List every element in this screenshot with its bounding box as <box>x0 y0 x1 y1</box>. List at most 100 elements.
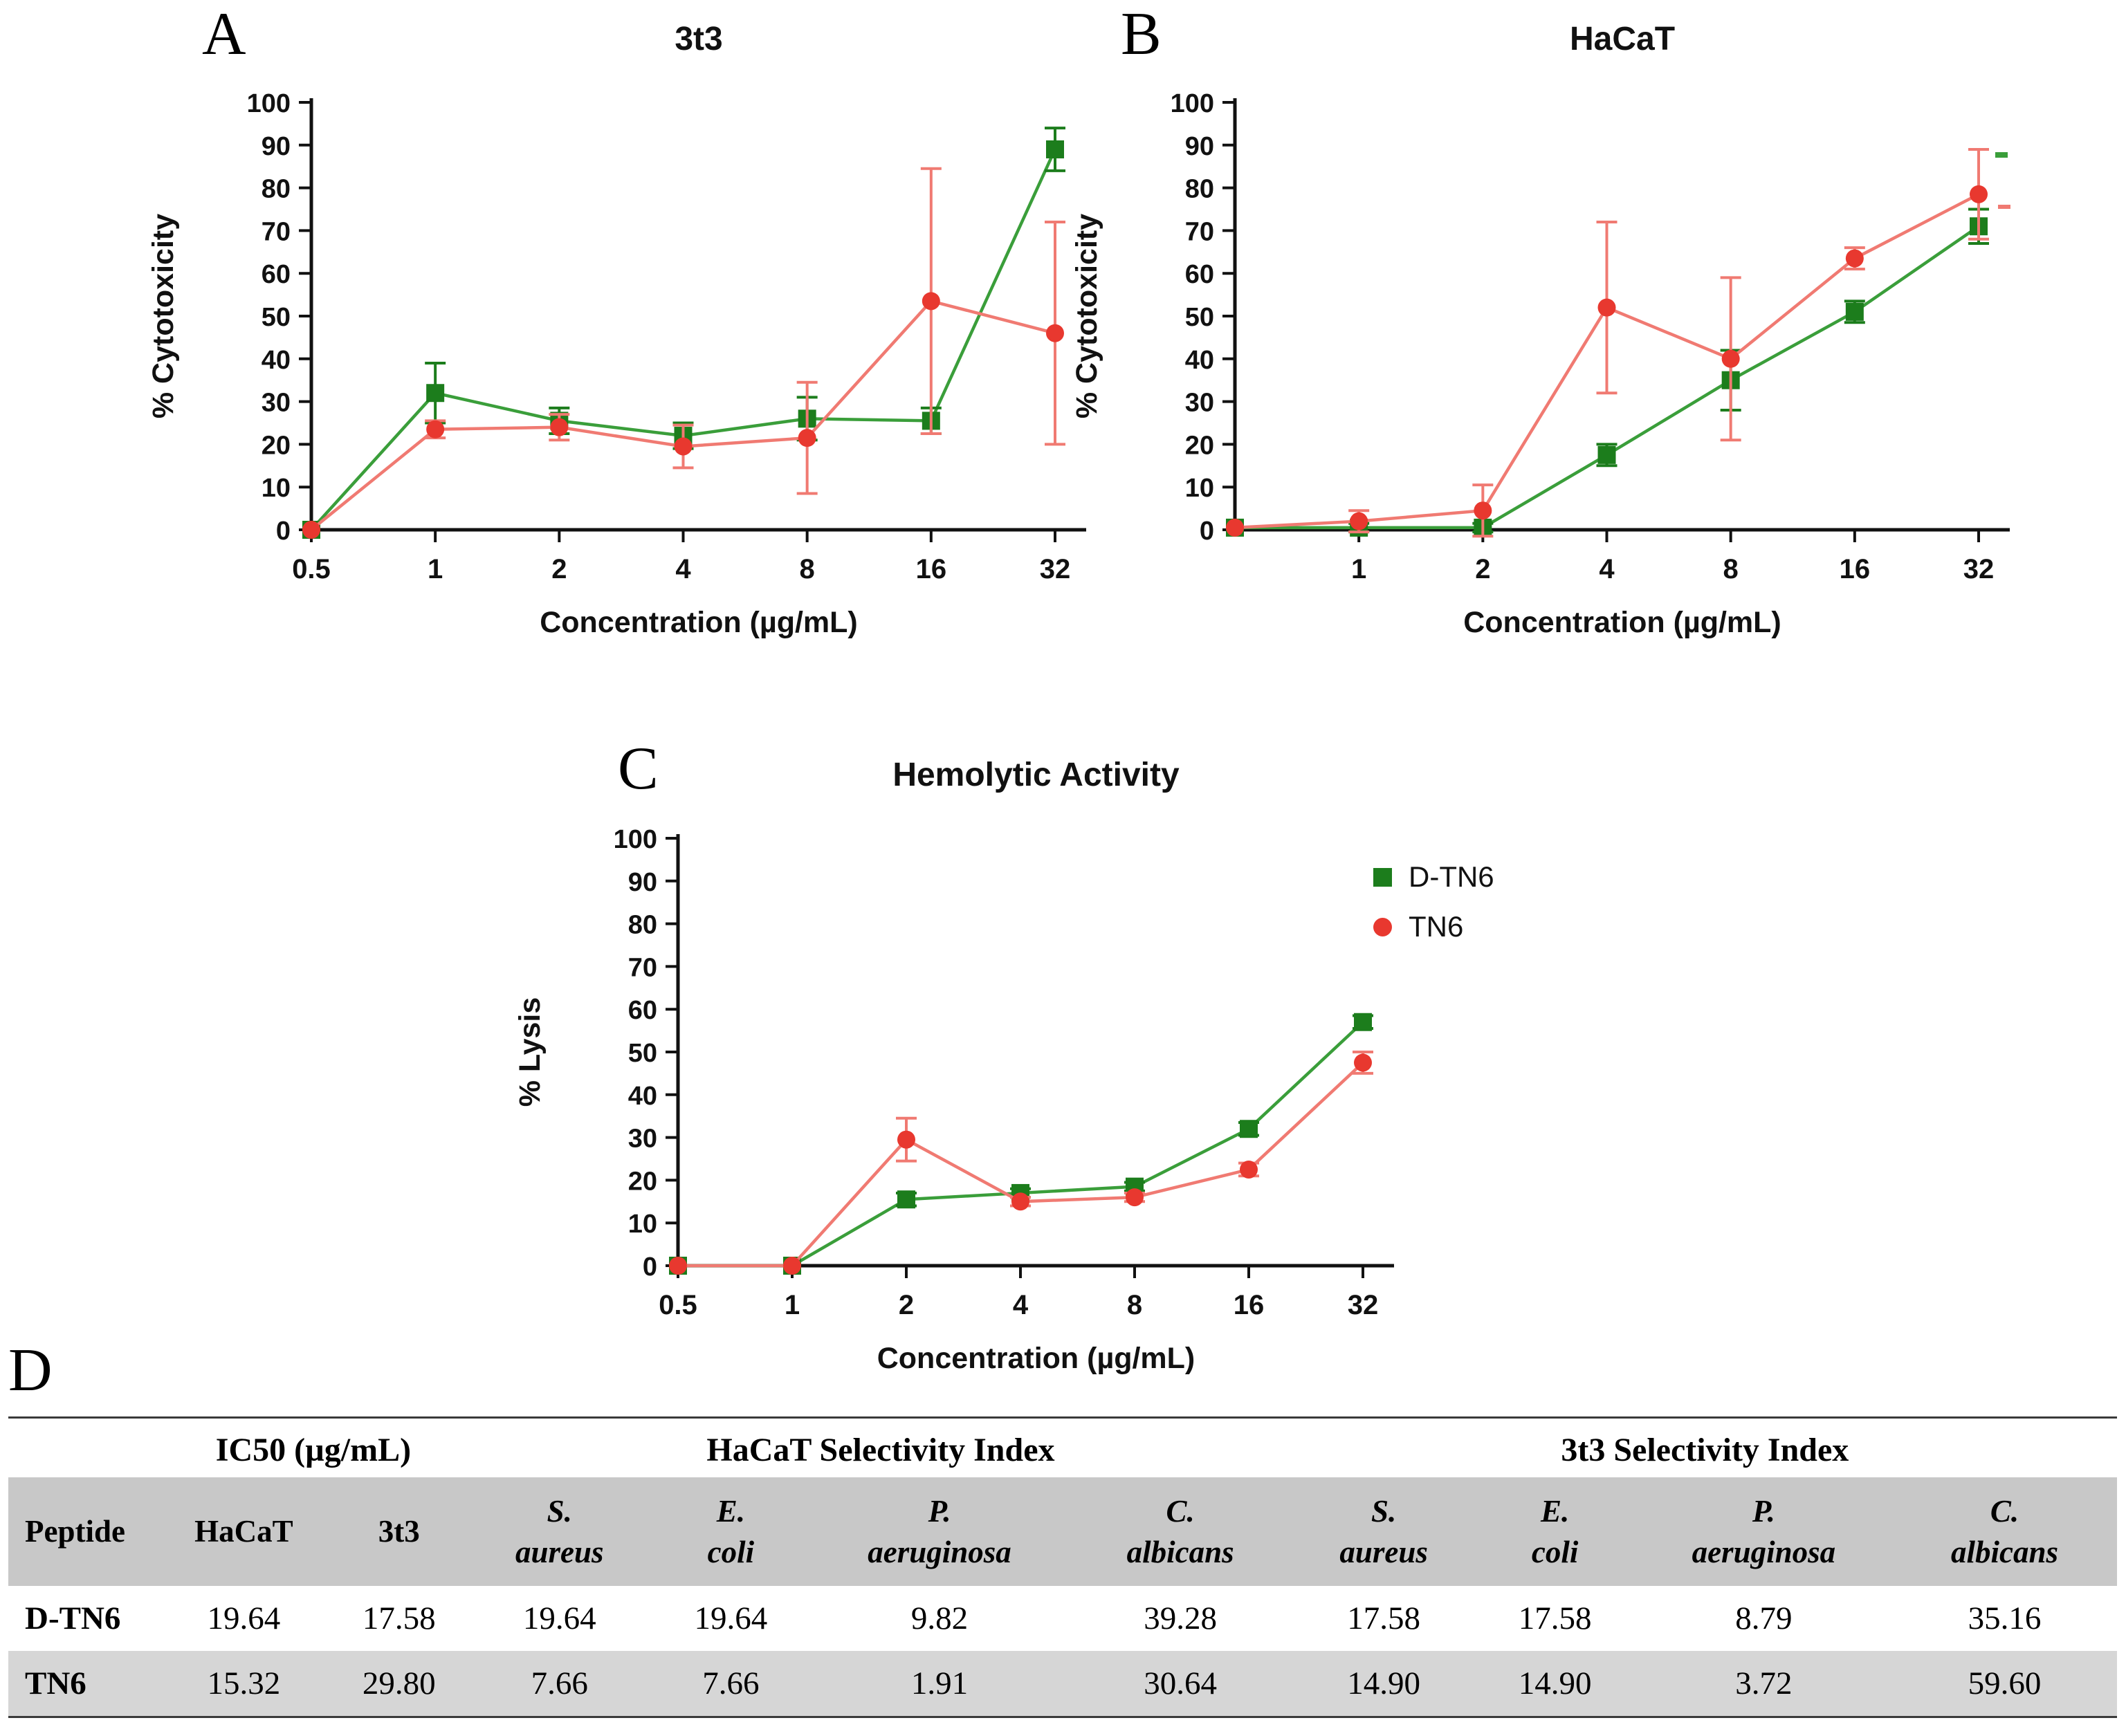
chart-title: Hemolytic Activity <box>892 757 1180 793</box>
svg-text:100: 100 <box>247 89 291 118</box>
x-axis-ticks: 0.5 1 2 4 8 16 32 <box>292 530 1070 584</box>
value-cell: 29.80 <box>362 1665 436 1701</box>
column-header-cell: S. aureus <box>515 1494 604 1569</box>
svg-text:40: 40 <box>628 1082 657 1111</box>
chart-3t3-cytotoxicity: 3t3 0 10 20 30 40 50 60 70 80 90 100 0.5 1 2 4 8 16 32 Conc… <box>147 21 1086 639</box>
value-cell: 8.79 <box>1735 1600 1793 1636</box>
svg-text:80: 80 <box>1185 175 1214 204</box>
value-cell: 15.32 <box>207 1665 281 1701</box>
svg-text:0.5: 0.5 <box>659 1290 697 1320</box>
value-cell: 17.58 <box>1347 1600 1420 1636</box>
svg-text:40: 40 <box>262 346 291 375</box>
x-axis-ticks: 1 2 4 8 16 32 <box>1351 530 1994 584</box>
table-group-header-row: IC50 (µg/mL) HaCaT Selectivity Index 3t3 S… <box>8 1418 2117 1478</box>
svg-text:2: 2 <box>551 554 567 584</box>
svg-text:% Lysis: % Lysis <box>513 997 547 1107</box>
chart-legend: D-TN6 TN6 <box>1373 852 1494 952</box>
value-cell: 30.64 <box>1144 1665 1218 1701</box>
svg-text:80: 80 <box>628 911 657 940</box>
svg-text:4: 4 <box>1013 1290 1029 1320</box>
svg-text:8: 8 <box>1723 554 1739 584</box>
red-circle-marker-icon <box>1373 917 1392 936</box>
column-header-cell: P. aeruginosa <box>868 1494 1011 1569</box>
column-header-cell: E. coli <box>707 1494 755 1569</box>
svg-text:8: 8 <box>800 554 815 584</box>
legend-label: TN6 <box>1409 910 1464 943</box>
svg-text:0: 0 <box>1200 517 1214 546</box>
svg-text:80: 80 <box>262 175 291 204</box>
svg-text:Concentration (µg/mL): Concentration (µg/mL) <box>877 1342 1195 1375</box>
column-header-cell: HaCaT <box>194 1514 293 1549</box>
svg-text:16: 16 <box>1840 554 1871 584</box>
value-cell: 14.90 <box>1347 1665 1420 1701</box>
svg-text:Concentration (µg/mL): Concentration (µg/mL) <box>1463 606 1781 639</box>
column-header-cell: P. aeruginosa <box>1692 1494 1836 1569</box>
svg-text:Concentration (µg/mL): Concentration (µg/mL) <box>540 606 858 639</box>
value-cell: 9.82 <box>910 1600 969 1636</box>
svg-text:0: 0 <box>643 1253 657 1282</box>
svg-text:16: 16 <box>1234 1290 1265 1320</box>
table-column-header-row: Peptide HaCaT 3t3 S. aureus E. coli P. aerugi… <box>8 1477 2117 1586</box>
svg-text:2: 2 <box>899 1290 914 1320</box>
svg-text:4: 4 <box>1599 554 1615 584</box>
svg-text:60: 60 <box>628 996 657 1025</box>
svg-text:60: 60 <box>262 260 291 289</box>
value-cell: 7.66 <box>531 1665 588 1701</box>
series-TN6 <box>1226 147 1989 538</box>
svg-text:10: 10 <box>1185 474 1214 503</box>
panel-b-letter: B <box>1121 1 1162 68</box>
svg-text:100: 100 <box>1171 89 1214 118</box>
chart-hacat-cytotoxicity: HaCaT 0 10 20 30 40 50 60 70 80 90 100 1 2 4 8 16 32 Conce… <box>1070 21 2010 639</box>
svg-text:2: 2 <box>1475 554 1490 584</box>
svg-text:30: 30 <box>262 389 291 418</box>
chart-title: HaCaT <box>1570 21 1675 57</box>
value-cell: 17.58 <box>362 1600 436 1636</box>
svg-text:50: 50 <box>628 1039 657 1068</box>
panel-d-letter: D <box>8 1337 53 1404</box>
clipped-red-legend-mark <box>1998 205 2010 209</box>
svg-text:30: 30 <box>1185 389 1214 418</box>
svg-text:10: 10 <box>628 1210 657 1239</box>
svg-text:3t3: 3t3 <box>675 21 722 57</box>
value-cell: 19.64 <box>207 1600 281 1636</box>
chart-title: 3t3 <box>675 21 722 57</box>
value-cell: 19.64 <box>522 1600 596 1636</box>
svg-text:Hemolytic Activity: Hemolytic Activity <box>892 757 1180 793</box>
group-header-cell <box>8 1418 158 1478</box>
svg-text:% Cytotoxicity: % Cytotoxicity <box>147 214 180 418</box>
x-axis-ticks: 0.5 1 2 4 8 16 32 <box>659 1266 1378 1320</box>
svg-text:32: 32 <box>1963 554 1995 584</box>
panel-c-letter: C <box>618 735 659 802</box>
column-header-cell: S. aureus <box>1339 1494 1428 1569</box>
svg-text:30: 30 <box>628 1125 657 1154</box>
series-TN6 <box>669 1051 1373 1275</box>
svg-text:0.5: 0.5 <box>292 554 331 584</box>
peptide-cell: D-TN6 <box>25 1600 121 1636</box>
svg-text:8: 8 <box>1127 1290 1142 1320</box>
svg-text:100: 100 <box>614 825 657 854</box>
value-cell: 3.72 <box>1735 1665 1793 1701</box>
y-axis-ticks: 0 10 20 30 40 50 60 70 80 90 100 <box>1171 89 1235 546</box>
chart-hemolytic-activity: Hemolytic Activity 0 10 20 30 40 50 60 70 80 90 100… <box>513 757 1394 1375</box>
value-cell: 7.66 <box>702 1665 760 1701</box>
svg-text:90: 90 <box>262 132 291 161</box>
svg-text:HaCaT: HaCaT <box>1570 21 1675 57</box>
svg-text:40: 40 <box>1185 346 1214 375</box>
column-header-cell: 3t3 <box>378 1514 420 1549</box>
axis-titles: Concentration (µg/mL) % Lysis <box>513 997 1195 1375</box>
column-header-cell: C. albicans <box>1951 1494 2059 1569</box>
svg-text:20: 20 <box>262 431 291 460</box>
svg-text:32: 32 <box>1348 1290 1379 1320</box>
svg-text:90: 90 <box>1185 132 1214 161</box>
y-axis-ticks: 0 10 20 30 40 50 60 70 80 90 100 <box>247 89 311 546</box>
svg-text:50: 50 <box>262 303 291 332</box>
series-TN6 <box>302 167 1065 539</box>
svg-text:10: 10 <box>262 474 291 503</box>
svg-text:20: 20 <box>628 1167 657 1196</box>
svg-text:50: 50 <box>1185 303 1214 332</box>
group-header-cell: IC50 (µg/mL) <box>215 1432 412 1468</box>
selectivity-table-wrap: IC50 (µg/mL) HaCaT Selectivity Index 3t3 S… <box>8 1416 2117 1718</box>
svg-text:1: 1 <box>428 554 443 584</box>
value-cell: 19.64 <box>694 1600 768 1636</box>
